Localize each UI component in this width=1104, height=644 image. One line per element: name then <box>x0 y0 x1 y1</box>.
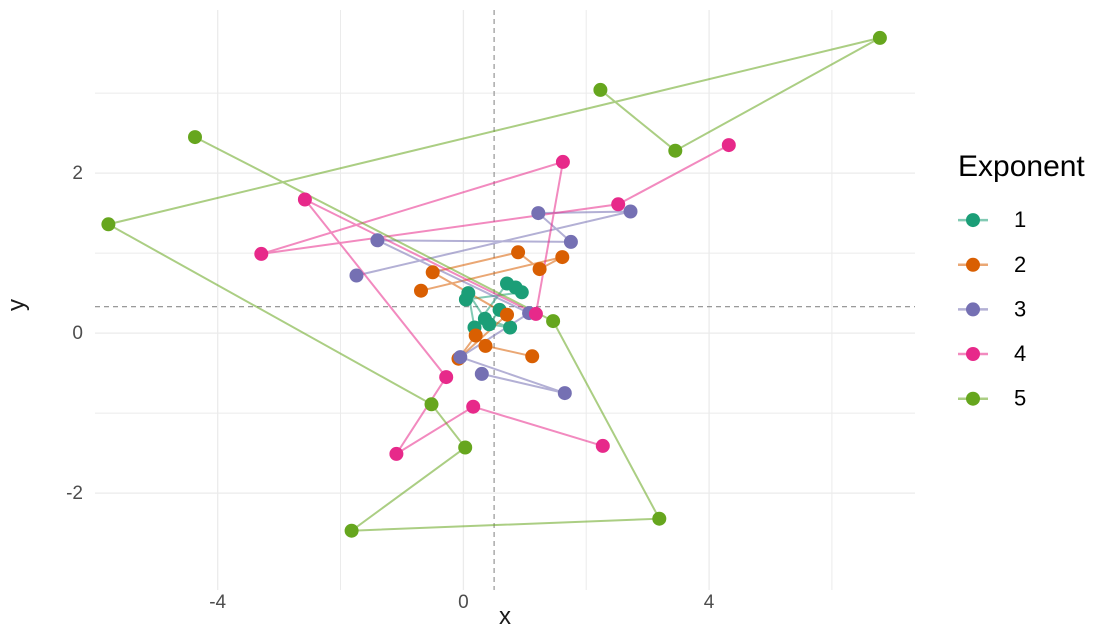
svg-text:x: x <box>499 603 511 630</box>
svg-text:0: 0 <box>72 323 83 344</box>
svg-text:-4: -4 <box>209 592 226 613</box>
svg-text:0: 0 <box>458 592 469 613</box>
svg-text:2: 2 <box>72 163 83 184</box>
svg-text:4: 4 <box>704 592 715 613</box>
svg-text:3: 3 <box>1014 296 1026 321</box>
svg-text:Exponent: Exponent <box>958 150 1085 183</box>
svg-text:-2: -2 <box>66 483 83 504</box>
svg-text:4: 4 <box>1014 341 1026 366</box>
svg-text:1: 1 <box>1014 207 1026 232</box>
svg-text:y: y <box>3 299 30 311</box>
svg-text:5: 5 <box>1014 386 1026 411</box>
svg-text:2: 2 <box>1014 252 1026 277</box>
